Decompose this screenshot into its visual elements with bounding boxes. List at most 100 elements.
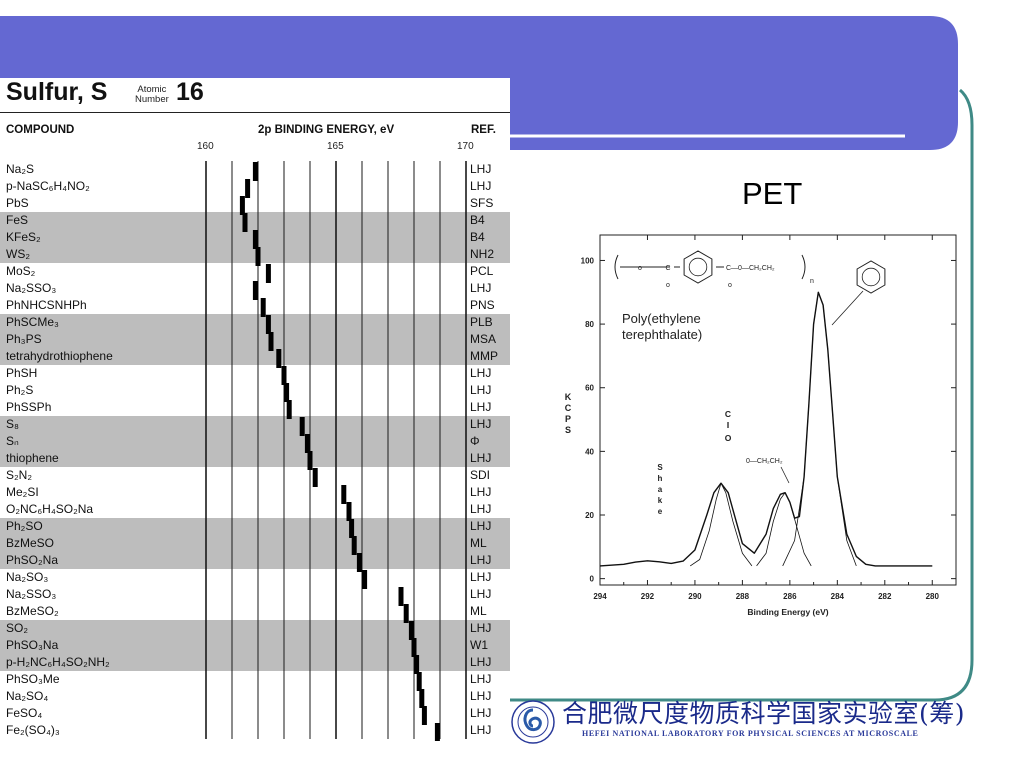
table-row: Ph₂S LHJ (0, 382, 510, 399)
compound-name: Sₙ (6, 434, 19, 448)
compound-name: BzMeSO (6, 536, 55, 550)
energy-bar (268, 332, 274, 351)
energy-bar (255, 247, 261, 266)
energy-bar (281, 366, 287, 385)
ether-annotation: 0—CH₂CH₂ (746, 458, 783, 465)
energy-bar (276, 349, 282, 368)
table-row: S₂N₂ SDI (0, 467, 510, 484)
y-tick-label: 0 (590, 575, 595, 584)
table-row: Ph₃PS MSA (0, 331, 510, 348)
carbonyl-annotation-char: ‖ (726, 421, 729, 430)
energy-bar (408, 621, 414, 640)
reference-code: LHJ (470, 179, 492, 193)
element-title: Sulfur, S (6, 78, 108, 106)
energy-bar (362, 570, 368, 589)
energy-bar (351, 536, 357, 555)
reference-code: B4 (470, 213, 485, 227)
table-row: SO₂ LHJ (0, 620, 510, 637)
reference-code: LHJ (470, 383, 492, 397)
compound-name: p-H₂NC₆H₄SO₂NH₂ (6, 655, 110, 669)
reference-code: LHJ (470, 621, 492, 635)
y-tick-label: 100 (581, 256, 595, 265)
reference-code: NH2 (470, 247, 495, 261)
energy-bar (414, 655, 420, 674)
compound-name: Na₂SO₄ (6, 689, 49, 703)
institution-name-cn: 合肥微尺度物质科学国家实验室(筹) (562, 699, 966, 728)
energy-bar (341, 485, 347, 504)
pet-xps-chart: 0 20 40 60 80 100 294 292 290 288 286 284 282 280 Bind… (565, 234, 957, 617)
energy-bar (252, 230, 258, 249)
plot-frame (599, 234, 957, 586)
shake-annotation-char: h (658, 474, 663, 483)
reference-code: LHJ (470, 451, 492, 465)
compound-name: O₂NC₆H₄SO₂Na (6, 502, 94, 516)
compound-name: PhSCMe₃ (6, 315, 59, 329)
shake-annotation-char: e (658, 507, 663, 516)
energy-bar (260, 298, 266, 317)
struct-carbonyl-o: o (666, 282, 670, 289)
table-row: PbS SFS (0, 195, 510, 212)
header-rule (0, 112, 510, 113)
compound-name: PhSSPh (6, 400, 52, 414)
repeat-subscript-n: n (810, 278, 814, 285)
energy-bar (252, 281, 258, 300)
table-row: PhNHCSNHPh PNS (0, 297, 510, 314)
ether-leader-line (780, 466, 790, 484)
x-tick-label: 292 (641, 592, 655, 601)
phenyl-ring-icon (856, 260, 886, 294)
shake-annotation-char: S (657, 463, 663, 472)
series-line-phenyl (782, 291, 857, 567)
energy-bar (419, 689, 425, 708)
reference-code: LHJ (470, 706, 492, 720)
energy-bar (239, 196, 245, 215)
struct-ester-chain: C—0—CH₂CH₂ (726, 265, 775, 272)
table-row: PhSSPh LHJ (0, 399, 510, 416)
reference-code: W1 (470, 638, 488, 652)
table-row: Fe₂(SO₄)₃ LHJ (0, 722, 510, 739)
y-axis-label-char: P (565, 414, 571, 424)
reference-code: LHJ (470, 570, 492, 584)
table-row: PhSH LHJ (0, 365, 510, 382)
reference-code: LHJ (470, 162, 492, 176)
table-row: PhSCMe₃ PLB (0, 314, 510, 331)
atomic-label-2: Number (135, 94, 169, 105)
x-tick-label: 290 (688, 592, 702, 601)
compound-name: Ph₃PS (6, 332, 42, 346)
compound-name: thiophene (6, 451, 59, 465)
compound-name: MoS₂ (6, 264, 36, 278)
struct-oxygen: o (638, 265, 642, 272)
reference-code: LHJ (470, 655, 492, 669)
energy-bar (284, 383, 290, 402)
series-line-o-ch2ch2 (756, 492, 812, 567)
compound-rows: Na₂S LHJ p-NaSC₆H₄NO₂ LHJ PbS SFS FeS B4 KFeS₂ B4… (0, 161, 510, 741)
compound-name: PhSO₃Me (6, 672, 60, 686)
y-axis-label-char: K (565, 392, 572, 402)
reference-code: SDI (470, 468, 491, 482)
reference-code: ML (470, 604, 487, 618)
energy-bar (403, 604, 409, 623)
compound-column-header: COMPOUND (6, 124, 75, 136)
energy-bar (304, 434, 310, 453)
atomic-label-1: Atomic (137, 84, 167, 95)
table-row: Ph₂SO LHJ (0, 518, 510, 535)
table-row: BzMeSO ML (0, 535, 510, 552)
compound-name: Na₂S (6, 162, 35, 176)
energy-bar (312, 468, 318, 487)
reference-code: PLB (470, 315, 493, 329)
energy-bar (299, 417, 305, 436)
struct-carbonyl-o-2: o (728, 282, 732, 289)
reference-code: MMP (470, 349, 498, 363)
reference-code: LHJ (470, 689, 492, 703)
carbonyl-annotation-char: C (725, 409, 731, 419)
reference-code: LHJ (470, 519, 492, 533)
energy-bar (286, 400, 292, 419)
energy-bars (205, 161, 467, 741)
polymer-label-line1: Poly(ethylene (622, 311, 701, 326)
benzene-ring-icon (683, 250, 713, 284)
table-row: tetrahydrothiophene MMP (0, 348, 510, 365)
reference-code: LHJ (470, 417, 492, 431)
y-axis-label-char: S (565, 425, 571, 435)
shake-annotation-char: a (658, 485, 663, 494)
y-tick-label: 40 (585, 447, 594, 456)
reference-code: LHJ (470, 502, 492, 516)
